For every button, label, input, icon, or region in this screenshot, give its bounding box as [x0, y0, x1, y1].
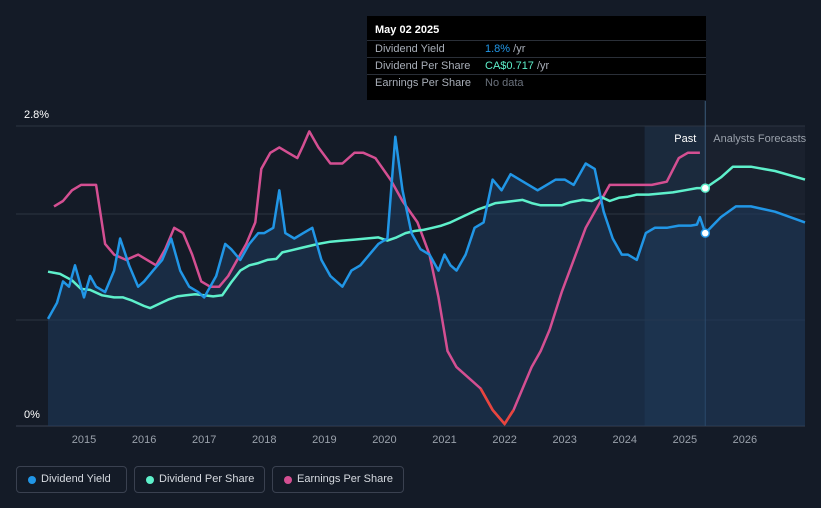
x-tick-label: 2023: [552, 434, 576, 446]
tooltip: May 02 2025 Dividend Yield 1.8% /yr Divi…: [367, 16, 706, 100]
x-tick-label: 2025: [673, 434, 697, 446]
tooltip-row-earnings-per-share: Earnings Per Share No data: [367, 74, 706, 92]
legend-label: Dividend Yield: [41, 473, 111, 485]
legend-dot-icon: [28, 476, 36, 484]
x-tick-label: 2015: [72, 434, 96, 446]
tooltip-row-dividend-yield: Dividend Yield 1.8% /yr: [367, 40, 706, 58]
x-tick-label: 2024: [613, 434, 637, 446]
x-tick-label: 2018: [252, 434, 276, 446]
tooltip-date: May 02 2025: [375, 24, 440, 36]
past-label: Past: [674, 133, 696, 145]
tooltip-value: 1.8%: [485, 43, 511, 55]
dividend-per-share-line: [47, 186, 706, 310]
x-tick-label: 2021: [432, 434, 456, 446]
y-label-top: 2.8%: [24, 109, 49, 121]
x-tick-label: 2022: [492, 434, 516, 446]
tooltip-unit: /yr: [533, 60, 550, 72]
dividend-yield-forecast-line: [704, 205, 806, 234]
legend-dividend-per-share[interactable]: Dividend Per Share: [134, 466, 265, 493]
dividend-yield-area: [48, 136, 805, 426]
legend-earnings-per-share[interactable]: Earnings Per Share: [272, 466, 404, 493]
x-tick-label: 2019: [312, 434, 336, 446]
y-label-bottom: 0%: [24, 409, 40, 421]
tooltip-label: Earnings Per Share: [375, 77, 471, 89]
tooltip-label: Dividend Per Share: [375, 60, 471, 72]
legend-dot-icon: [146, 476, 154, 484]
tooltip-unit: /yr: [510, 43, 526, 55]
x-tick-label: 2026: [733, 434, 757, 446]
x-tick-label: 2017: [192, 434, 216, 446]
legend-dividend-yield[interactable]: Dividend Yield: [16, 466, 127, 493]
dividend-per-share-marker: [700, 183, 711, 193]
earnings-per-share-line: [53, 130, 700, 426]
x-tick-label: 2020: [372, 434, 396, 446]
forecast-label: Analysts Forecasts: [713, 133, 806, 145]
legend-dot-icon: [284, 476, 292, 484]
earnings-per-share-negative-segment: [479, 387, 515, 426]
legend-label: Dividend Per Share: [159, 473, 255, 485]
tooltip-value: CA$0.717: [485, 60, 534, 72]
dividend-yield-marker: [700, 228, 711, 238]
dividend-per-share-forecast-line: [704, 165, 806, 190]
legend-label: Earnings Per Share: [297, 473, 393, 485]
tooltip-label: Dividend Yield: [375, 43, 445, 55]
tooltip-value: No data: [485, 77, 524, 89]
x-tick-label: 2016: [132, 434, 156, 446]
dividend-yield-line: [46, 135, 707, 320]
tooltip-row-dividend-per-share: Dividend Per Share CA$0.717 /yr: [367, 57, 706, 75]
